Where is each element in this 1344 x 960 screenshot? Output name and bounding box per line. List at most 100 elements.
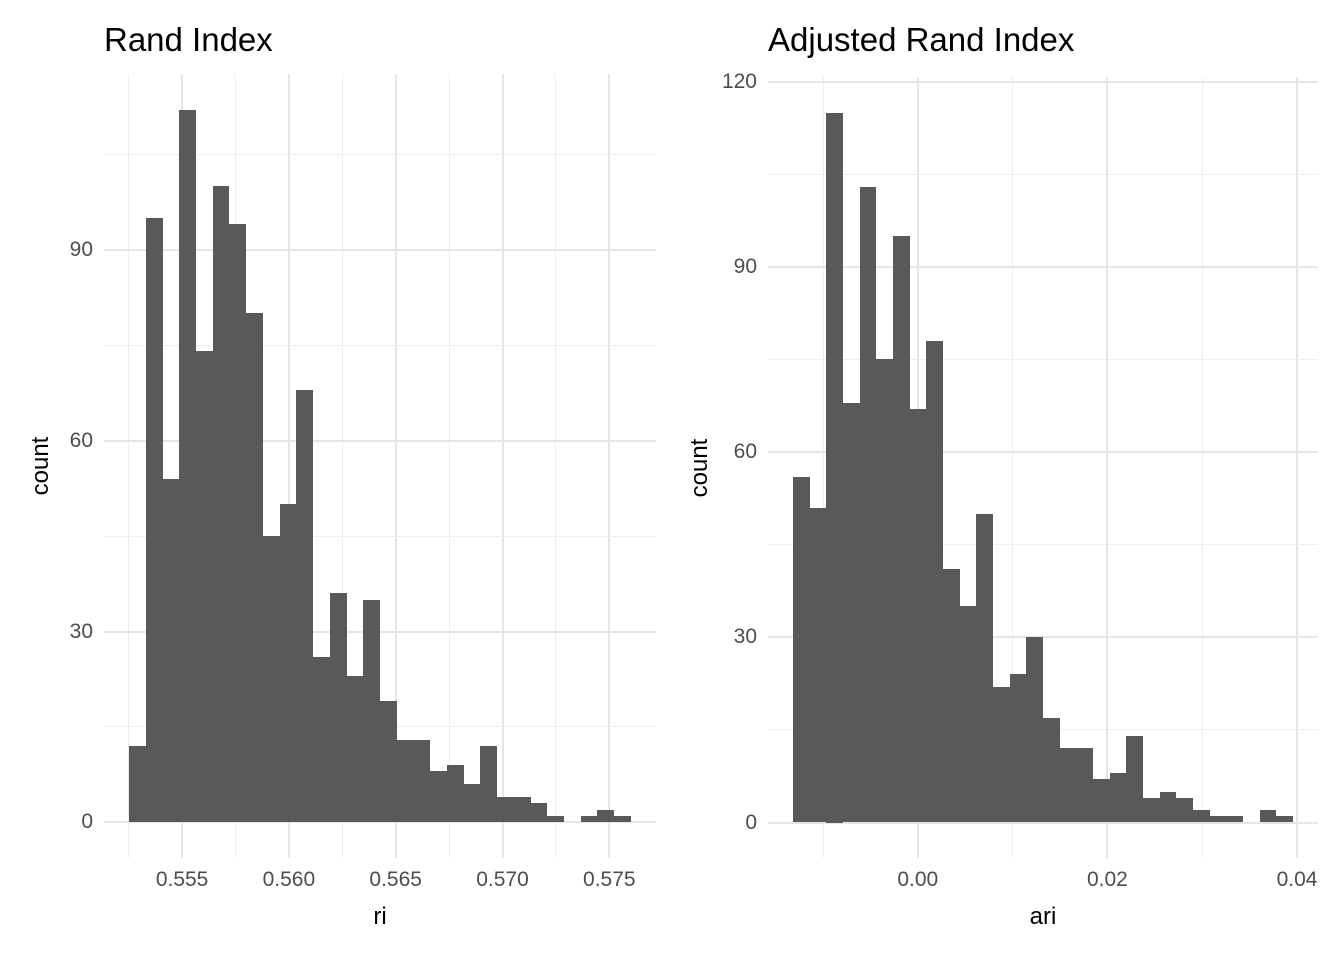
histogram-bar xyxy=(262,536,280,823)
histogram-bar xyxy=(1009,674,1027,823)
histogram-bar xyxy=(1142,797,1160,823)
x-tick-label: 0.02 xyxy=(1086,868,1128,891)
x-tick-label: 0.04 xyxy=(1276,868,1318,891)
gridline-y-minor xyxy=(104,153,656,155)
gridline-y-minor xyxy=(768,544,1318,546)
x-tick-label: 0.555 xyxy=(155,868,209,891)
y-tick-label: 30 xyxy=(733,625,757,649)
plot-title-adjusted-rand-index: Adjusted Rand Index xyxy=(768,21,1075,58)
histogram-bar xyxy=(497,796,514,823)
histogram-bar xyxy=(597,809,615,823)
histogram-bar xyxy=(614,816,631,823)
histogram-bar xyxy=(1126,736,1143,823)
gridline-x-minor xyxy=(555,74,557,858)
histogram-bar xyxy=(1109,773,1127,823)
gridline-y-major xyxy=(768,821,1318,824)
histogram-bar xyxy=(842,402,860,823)
histogram-bar xyxy=(129,746,146,823)
gridline-x-minor xyxy=(448,74,450,858)
y-tick-label: 90 xyxy=(69,237,93,261)
histogram-bar xyxy=(513,796,531,823)
histogram-bar xyxy=(1192,810,1210,823)
histogram-bar xyxy=(413,739,431,823)
histogram-bar xyxy=(380,701,397,823)
x-axis-title-ari: ari xyxy=(1029,903,1057,930)
histogram-bar xyxy=(162,478,180,823)
plot-title-rand-index: Rand Index xyxy=(104,21,273,58)
x-axis-title-ri: ri xyxy=(373,903,387,930)
gridline-x-major xyxy=(608,74,611,858)
histogram-bar xyxy=(892,235,910,823)
gridline-y-major xyxy=(768,636,1318,639)
histogram-bar xyxy=(196,351,213,823)
histogram-bar xyxy=(942,569,960,823)
gridline-y-minor xyxy=(768,173,1318,175)
histogram-bar xyxy=(1159,791,1177,823)
histogram-bar xyxy=(826,112,843,823)
histogram-bar xyxy=(1042,717,1060,823)
histogram-bar xyxy=(329,593,347,823)
histogram-bar xyxy=(909,408,927,823)
histogram-bar xyxy=(580,816,598,823)
y-tick-label: 60 xyxy=(69,428,93,452)
histogram-bar xyxy=(363,599,380,823)
gridline-x-minor xyxy=(341,74,343,858)
histogram-bar xyxy=(212,186,230,823)
y-axis-title-count: count xyxy=(27,436,54,496)
histogram-bar xyxy=(313,656,330,823)
histogram-bar xyxy=(793,476,810,823)
y-axis-title-count: count xyxy=(686,438,713,498)
y-tick-label: 120 xyxy=(721,69,757,93)
histogram-bar xyxy=(1209,816,1227,823)
gridline-x-minor xyxy=(1012,77,1014,858)
histogram-bar xyxy=(246,313,263,823)
histogram-bar xyxy=(992,686,1010,823)
gridline-x-minor xyxy=(1201,77,1203,858)
histogram-bar xyxy=(959,606,977,823)
histogram-bar xyxy=(446,765,464,823)
x-tick-label: 0.560 xyxy=(262,868,316,891)
histogram-bar xyxy=(547,816,564,823)
histogram-bar xyxy=(396,739,414,823)
gridline-y-major xyxy=(104,248,656,251)
histogram-bar xyxy=(859,186,877,823)
gridline-x-major xyxy=(1296,77,1298,858)
histogram-bar xyxy=(976,513,993,823)
gridline-y-major xyxy=(104,630,656,633)
gridline-x-minor xyxy=(128,74,130,858)
histogram-bar xyxy=(463,784,481,823)
gridline-x-major xyxy=(1106,77,1109,858)
histogram-bar xyxy=(809,507,827,823)
x-tick-label: 0.565 xyxy=(369,868,422,891)
histogram-bar xyxy=(1259,810,1277,823)
x-tick-label: 0.575 xyxy=(583,868,636,891)
histogram-bar xyxy=(296,389,314,823)
histogram-bar xyxy=(179,109,196,823)
histogram-bar xyxy=(1026,637,1043,823)
y-tick-label: 30 xyxy=(69,619,93,643)
histogram-bar xyxy=(229,224,247,823)
histogram-bar xyxy=(480,746,498,823)
histogram-bar xyxy=(430,771,447,823)
gridline-y-major xyxy=(768,451,1318,454)
histogram-bar xyxy=(1076,748,1093,823)
gridline-x-minor xyxy=(822,77,824,858)
gridline-x-major xyxy=(501,74,504,858)
histogram-bar xyxy=(530,803,548,823)
histogram-bar xyxy=(1176,797,1193,823)
y-tick-label: 60 xyxy=(733,440,757,464)
histogram-bar xyxy=(1059,748,1077,823)
gridline-y-major xyxy=(768,265,1318,268)
x-tick-label: 0.00 xyxy=(897,868,939,891)
gridline-y-minor xyxy=(768,359,1318,360)
gridline-x-major xyxy=(287,74,290,858)
histogram-bar xyxy=(279,504,297,823)
x-tick-label: 0.570 xyxy=(476,868,529,891)
gridline-y-major xyxy=(104,439,656,442)
gridline-y-major xyxy=(104,821,656,824)
gridline-y-major xyxy=(768,80,1318,83)
y-tick-label: 90 xyxy=(733,254,757,278)
y-tick-label: 0 xyxy=(745,810,757,834)
histogram-bar xyxy=(145,217,163,823)
